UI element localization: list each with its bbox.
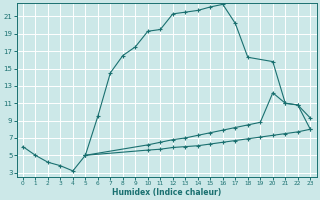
X-axis label: Humidex (Indice chaleur): Humidex (Indice chaleur) — [112, 188, 221, 197]
